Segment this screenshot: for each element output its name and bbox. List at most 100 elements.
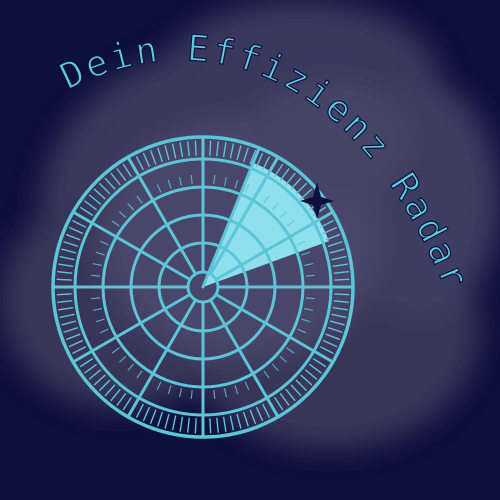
radar-sweep-line bbox=[201, 146, 261, 289]
radar-tick bbox=[285, 172, 296, 186]
radar-inner-tick bbox=[190, 389, 193, 399]
radar-tick bbox=[110, 172, 121, 186]
radar-tick bbox=[59, 255, 75, 261]
radar-tick bbox=[179, 142, 184, 158]
radar-tick bbox=[84, 363, 97, 374]
radar-tick bbox=[327, 327, 343, 333]
radar-tick bbox=[222, 416, 227, 432]
radar-inner-tick bbox=[271, 203, 279, 211]
radar-inner-tick bbox=[213, 389, 216, 399]
radar-tick bbox=[216, 417, 219, 433]
radar-tick bbox=[262, 156, 270, 171]
radar-tick bbox=[236, 413, 242, 429]
radar-tick bbox=[329, 248, 345, 254]
radar-inner-tick bbox=[127, 363, 135, 371]
radar-tick bbox=[56, 293, 72, 296]
radar-tick bbox=[194, 140, 197, 156]
radar-tick bbox=[84, 200, 97, 211]
radar-tick bbox=[122, 163, 132, 177]
radar-inner-tick bbox=[127, 203, 135, 211]
radar-inner-tick bbox=[286, 220, 295, 227]
radar-inner-tick bbox=[234, 385, 239, 395]
radar-tick bbox=[249, 409, 257, 425]
radar-tick bbox=[164, 145, 170, 161]
radar-inner-tick bbox=[111, 347, 120, 354]
radar-tick bbox=[136, 403, 144, 418]
radar-inner-tick bbox=[279, 355, 287, 363]
radar-tick bbox=[99, 183, 111, 195]
sparkle-star-icon bbox=[300, 182, 334, 219]
radar-inner-tick bbox=[91, 297, 101, 300]
radar-tick bbox=[229, 143, 235, 159]
radar-tick bbox=[304, 369, 318, 380]
radar-tick bbox=[110, 388, 121, 402]
radar-inner-tick bbox=[234, 179, 239, 189]
radar-tick bbox=[290, 177, 302, 190]
radar-tick bbox=[157, 411, 163, 427]
radar-tick bbox=[243, 411, 249, 427]
radar-inner-tick bbox=[244, 381, 250, 390]
radar-inner-tick bbox=[179, 176, 182, 186]
radar-tick bbox=[88, 194, 102, 205]
radar-tick bbox=[333, 271, 349, 274]
radar-tick bbox=[313, 358, 327, 368]
radar-inner-tick bbox=[119, 211, 127, 219]
radar-tick bbox=[322, 339, 338, 348]
radar-inner-tick bbox=[111, 220, 120, 227]
radar-tick bbox=[57, 300, 73, 303]
radar-inner-tick bbox=[301, 251, 311, 256]
radar-tick bbox=[68, 226, 84, 235]
radar-inner-tick bbox=[136, 195, 143, 204]
radar-tick bbox=[116, 393, 127, 406]
radar-tick bbox=[122, 397, 132, 411]
radar-inner-tick bbox=[304, 263, 314, 266]
radar-tick bbox=[61, 248, 77, 254]
radar-tick bbox=[290, 384, 302, 397]
radar-inner-tick bbox=[297, 240, 306, 246]
radar-inner-tick bbox=[224, 388, 227, 398]
radar-tick bbox=[187, 417, 190, 433]
radar-inner-tick bbox=[156, 184, 162, 193]
radar-inner-tick bbox=[91, 274, 101, 277]
radar-tick bbox=[68, 339, 84, 348]
radar-inner-tick bbox=[279, 211, 287, 219]
radar-inner-tick bbox=[301, 318, 311, 323]
radar-tick bbox=[319, 220, 334, 228]
radar-tick bbox=[104, 177, 116, 190]
radar-tick bbox=[329, 320, 345, 326]
radar-tick bbox=[63, 327, 79, 333]
radar-inner-tick bbox=[244, 184, 250, 193]
radar-inner-tick bbox=[95, 318, 105, 323]
radar-tick bbox=[279, 168, 290, 181]
radar-tick bbox=[88, 369, 102, 380]
radar-tick bbox=[216, 141, 219, 157]
radar-tick bbox=[142, 152, 151, 168]
radar-inner-tick bbox=[179, 388, 182, 398]
radar-tick bbox=[72, 346, 87, 354]
radar-tick bbox=[171, 143, 177, 159]
radar-tick bbox=[56, 278, 72, 281]
radar-tick bbox=[209, 418, 212, 434]
radar-tick bbox=[249, 149, 257, 165]
radar-tick bbox=[187, 141, 190, 157]
radar-tick bbox=[222, 142, 227, 158]
radar-tick bbox=[136, 156, 144, 171]
radar-inner-tick bbox=[224, 176, 227, 186]
radar-tick bbox=[194, 418, 197, 434]
radar-tick bbox=[300, 374, 313, 386]
radar-spoke bbox=[126, 298, 197, 419]
radar-inner-tick bbox=[167, 179, 172, 189]
radar-tick bbox=[334, 278, 350, 281]
radar-spoke bbox=[214, 210, 335, 281]
radar-tick bbox=[262, 403, 270, 418]
radar-tick bbox=[325, 333, 341, 341]
radar-tick bbox=[236, 145, 242, 161]
radar-tick bbox=[149, 149, 157, 165]
radar-tick bbox=[59, 313, 75, 319]
radar-inner-tick bbox=[119, 355, 127, 363]
radar-inner-tick bbox=[167, 385, 172, 395]
radar-tick bbox=[149, 409, 157, 425]
radar-inner-tick bbox=[271, 363, 279, 371]
radar-tick bbox=[99, 379, 111, 391]
radar-tick bbox=[300, 188, 313, 200]
